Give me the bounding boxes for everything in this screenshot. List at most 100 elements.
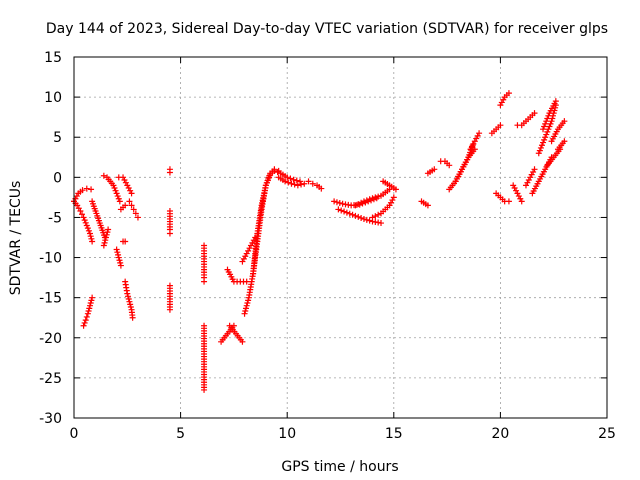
- data-point: [282, 178, 289, 185]
- series-arc-41: [510, 182, 525, 205]
- series-arc-16: [201, 242, 208, 285]
- data-point: [110, 182, 117, 189]
- y-tick-label: -25: [39, 371, 62, 387]
- series-arc-26: [305, 178, 325, 192]
- data-point: [100, 172, 107, 179]
- y-tick-label: 10: [44, 90, 62, 106]
- data-point: [166, 306, 173, 313]
- data-point: [535, 150, 542, 157]
- data-point-interp: [242, 308, 249, 315]
- data-point-interp: [542, 120, 549, 127]
- data-point-interp: [355, 213, 362, 220]
- data-point-interp: [78, 211, 85, 218]
- data-point-interp: [244, 300, 251, 307]
- series-arc-04: [89, 198, 108, 241]
- data-point-interp: [102, 237, 109, 244]
- data-point-interp: [375, 211, 382, 218]
- data-point: [290, 176, 297, 183]
- data-point-interp: [341, 208, 348, 215]
- series-arc-24: [271, 167, 303, 185]
- x-tick-label: 0: [70, 426, 79, 442]
- data-point-interp: [104, 229, 111, 236]
- data-point-interp: [537, 144, 544, 151]
- data-point: [369, 195, 376, 202]
- series-arc-10: [115, 174, 135, 197]
- series-arc-02: [71, 185, 95, 205]
- data-point: [83, 222, 90, 229]
- data-points: [71, 90, 568, 393]
- series-arc-07: [113, 246, 124, 269]
- data-point: [352, 202, 359, 209]
- data-point: [518, 198, 525, 205]
- data-point-interp: [287, 175, 294, 182]
- data-point: [561, 118, 568, 125]
- y-tick-label: -10: [39, 251, 62, 267]
- data-point: [116, 198, 123, 205]
- data-point-interp: [336, 200, 343, 207]
- data-point-interp: [293, 177, 300, 184]
- data-point-interp: [88, 297, 95, 304]
- data-point: [113, 246, 120, 253]
- data-point: [476, 130, 483, 137]
- x-tick-label: 10: [278, 426, 296, 442]
- data-point-interp: [349, 211, 356, 218]
- series-arc-05: [100, 226, 112, 249]
- data-point: [352, 212, 359, 219]
- data-point-interp: [538, 142, 545, 149]
- series-arc-46: [540, 98, 559, 133]
- data-point: [128, 202, 135, 209]
- data-point: [113, 190, 120, 197]
- data-point: [540, 126, 547, 133]
- x-tick-label: 5: [176, 426, 185, 442]
- series-arc-37: [467, 130, 483, 153]
- data-point-interp: [536, 147, 543, 154]
- series-arc-40: [497, 90, 512, 109]
- series-arc-39: [493, 190, 512, 205]
- data-point: [284, 174, 291, 181]
- data-point: [130, 206, 137, 213]
- data-point: [360, 216, 367, 223]
- data-point-interp: [338, 207, 345, 214]
- data-point-interp: [366, 196, 373, 203]
- y-tick-label: -30: [39, 411, 62, 427]
- plot-border: [73, 56, 608, 419]
- data-point: [241, 310, 248, 317]
- data-point-interp: [355, 201, 362, 208]
- series-arc-43: [522, 166, 538, 189]
- data-point-interp: [81, 217, 88, 224]
- data-point: [505, 198, 512, 205]
- data-point-interp: [544, 115, 551, 122]
- data-point-interp: [274, 169, 281, 176]
- data-point: [88, 186, 95, 193]
- series-arc-20: [226, 322, 246, 345]
- data-point-interp: [245, 297, 252, 304]
- data-point-interp: [358, 214, 365, 221]
- data-point-interp: [114, 193, 121, 200]
- data-point: [505, 90, 512, 97]
- data-point-interp: [541, 123, 548, 130]
- data-point-interp: [243, 302, 250, 309]
- data-point: [431, 166, 438, 173]
- data-point-interp: [114, 249, 121, 256]
- data-point-interp: [266, 174, 273, 181]
- data-point: [80, 214, 87, 221]
- data-point: [531, 166, 538, 173]
- data-point-interp: [363, 197, 370, 204]
- x-tick-label: 20: [491, 426, 509, 442]
- y-axis-label: SDTVAR / TECUs: [8, 181, 24, 296]
- series-arc-30: [369, 194, 397, 221]
- data-point: [288, 180, 295, 187]
- data-point-interp: [82, 219, 89, 226]
- x-axis-label: GPS time / hours: [281, 459, 398, 475]
- series-arc-08: [117, 202, 129, 213]
- series-arc-13: [166, 166, 173, 176]
- series-arc-48: [548, 118, 568, 145]
- x-tick-label: 15: [385, 426, 403, 442]
- series-arc-25: [275, 174, 308, 189]
- data-point: [343, 209, 350, 216]
- data-point-interp: [544, 128, 551, 135]
- data-point: [105, 226, 112, 233]
- data-point-interp: [546, 123, 553, 130]
- series-arc-12: [126, 198, 141, 221]
- data-point-interp: [346, 210, 353, 217]
